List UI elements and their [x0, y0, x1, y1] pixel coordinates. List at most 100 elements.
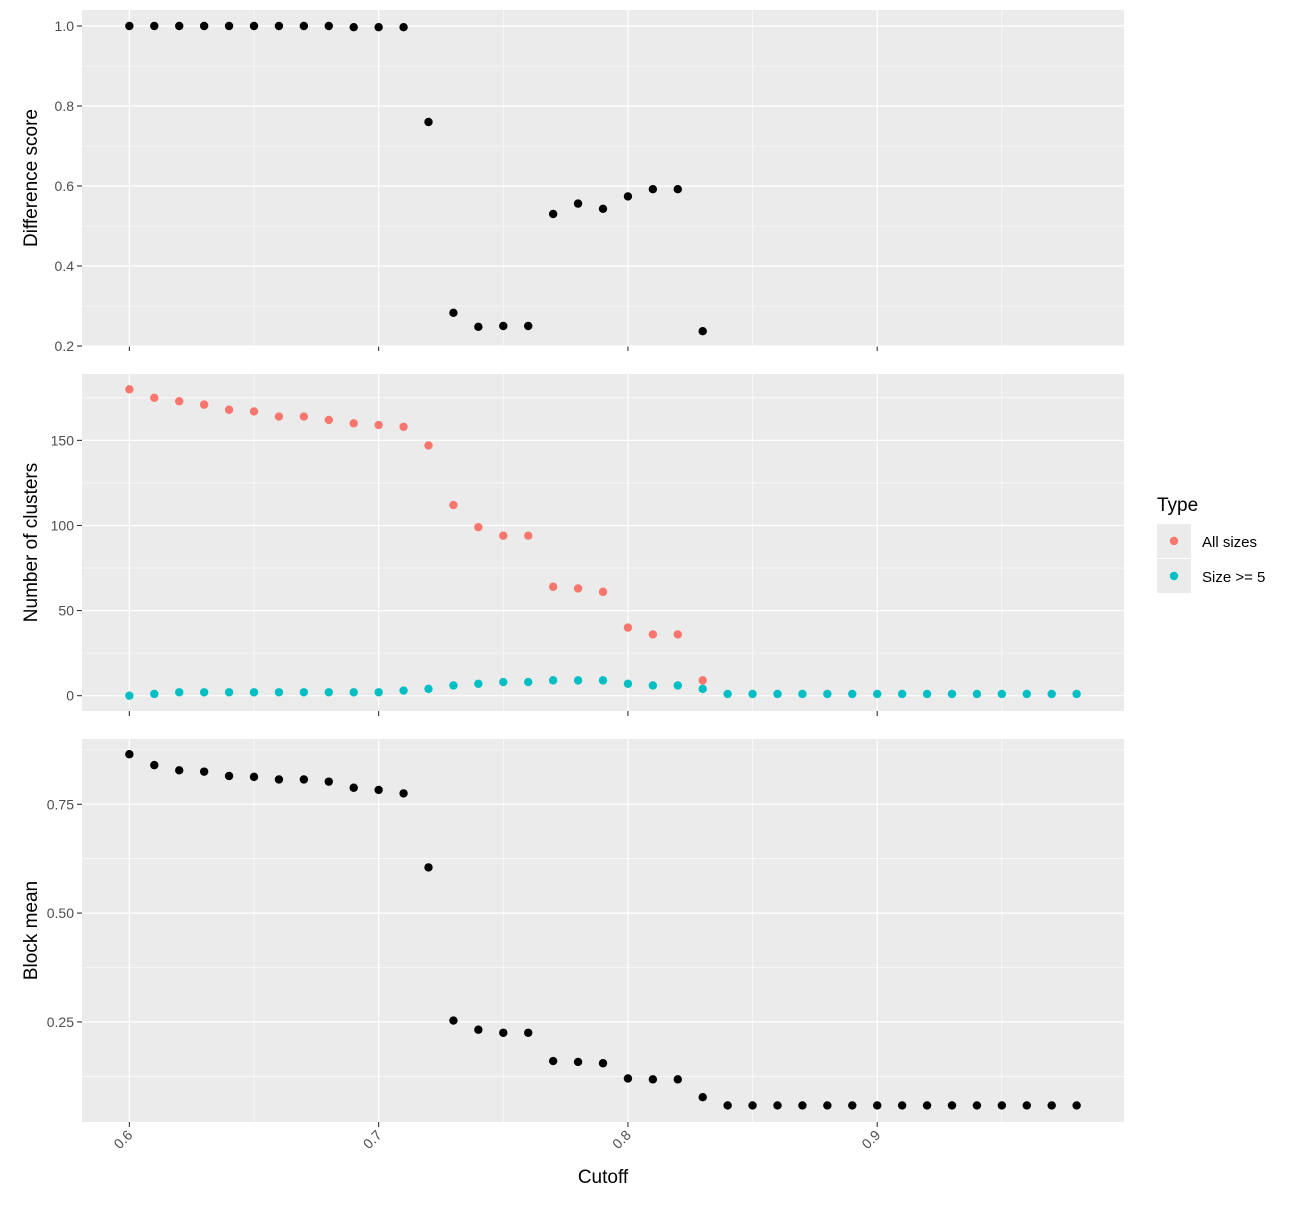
data-point: [698, 676, 707, 685]
x-tick-label: 0.7: [360, 1127, 385, 1152]
data-point: [424, 441, 433, 450]
data-point: [499, 531, 508, 540]
panel-number-of-clusters: 0 50 100 150 Number of clusters: [21, 374, 1124, 716]
data-point: [449, 681, 458, 690]
data-point: [1022, 1101, 1031, 1110]
data-point: [324, 415, 333, 425]
data-point: [374, 688, 383, 697]
data-point: [623, 192, 633, 201]
data-point: [224, 688, 234, 697]
panel-background: [82, 739, 1124, 1122]
data-point: [1072, 689, 1081, 699]
data-point: [499, 677, 508, 687]
data-point: [524, 1028, 533, 1037]
data-point: [474, 679, 483, 688]
data-point: [798, 689, 807, 699]
data-point: [698, 1092, 707, 1102]
data-point: [249, 21, 259, 31]
data-point: [199, 21, 209, 31]
data-point: [224, 405, 234, 414]
data-point: [424, 863, 433, 872]
data-point: [873, 1101, 882, 1110]
x-tick-label: 0.6: [110, 1127, 135, 1152]
data-point: [598, 1059, 608, 1068]
data-point: [1022, 689, 1031, 699]
data-point: [897, 689, 907, 699]
data-point: [349, 23, 358, 32]
data-point: [125, 385, 134, 394]
data-point: [349, 783, 358, 792]
data-point: [798, 1101, 807, 1110]
y-tick-label: 0: [66, 688, 74, 704]
data-point: [449, 1016, 458, 1025]
data-point: [673, 185, 682, 194]
data-point: [524, 677, 533, 687]
data-point: [873, 689, 882, 699]
data-point: [499, 321, 508, 331]
data-point: [773, 1101, 782, 1110]
data-point: [573, 676, 583, 685]
data-point: [374, 23, 383, 32]
y-tick-label: 100: [51, 517, 75, 533]
y-axis-title: Difference score: [21, 109, 42, 247]
data-point: [823, 689, 832, 699]
y-axis-title: Block mean: [21, 881, 42, 980]
legend-label-size-5: Size >= 5: [1202, 569, 1265, 586]
data-point: [150, 21, 159, 31]
data-point: [150, 760, 159, 770]
data-point: [324, 777, 333, 786]
data-point: [698, 684, 707, 694]
data-point: [524, 321, 533, 331]
data-point: [648, 630, 658, 639]
x-axis-title: Cutoff: [578, 1167, 629, 1188]
data-point: [673, 630, 682, 639]
data-point: [449, 500, 458, 510]
data-point: [399, 789, 408, 798]
legend-title: Type: [1157, 495, 1198, 516]
data-point: [997, 689, 1007, 699]
data-point: [548, 676, 558, 685]
data-point: [175, 766, 184, 775]
data-point: [773, 689, 782, 699]
legend-swatch-all-sizes: [1169, 536, 1179, 546]
data-point: [374, 420, 383, 430]
data-point: [573, 584, 583, 593]
data-point: [199, 400, 209, 409]
data-point: [199, 767, 209, 776]
data-point: [175, 397, 184, 406]
data-point: [598, 587, 608, 597]
data-point: [623, 679, 633, 688]
data-point: [499, 1028, 508, 1037]
data-point: [349, 688, 358, 697]
data-point: [274, 775, 284, 784]
data-point: [175, 21, 184, 31]
panel-background: [82, 10, 1124, 346]
data-point: [299, 775, 309, 784]
data-point: [150, 393, 159, 403]
data-point: [823, 1101, 832, 1110]
data-point: [573, 1057, 583, 1067]
data-point: [922, 689, 932, 699]
data-point: [972, 1101, 982, 1110]
data-point: [623, 623, 633, 632]
data-point: [349, 419, 358, 428]
data-point: [249, 688, 259, 697]
data-point: [648, 681, 658, 690]
y-tick-label: 50: [58, 603, 74, 619]
data-point: [299, 21, 309, 31]
x-tick-label: 0.9: [858, 1127, 883, 1152]
data-point: [324, 688, 333, 697]
data-point: [748, 1101, 757, 1110]
data-point: [598, 676, 608, 685]
data-point: [399, 23, 408, 32]
data-point: [623, 1074, 633, 1083]
data-point: [424, 117, 433, 127]
data-point: [224, 771, 234, 781]
data-point: [474, 322, 483, 331]
data-point: [524, 531, 533, 540]
data-point: [224, 21, 234, 31]
panel-background: [82, 374, 1124, 711]
y-tick-label: 0.75: [47, 796, 74, 812]
data-point: [324, 21, 333, 31]
